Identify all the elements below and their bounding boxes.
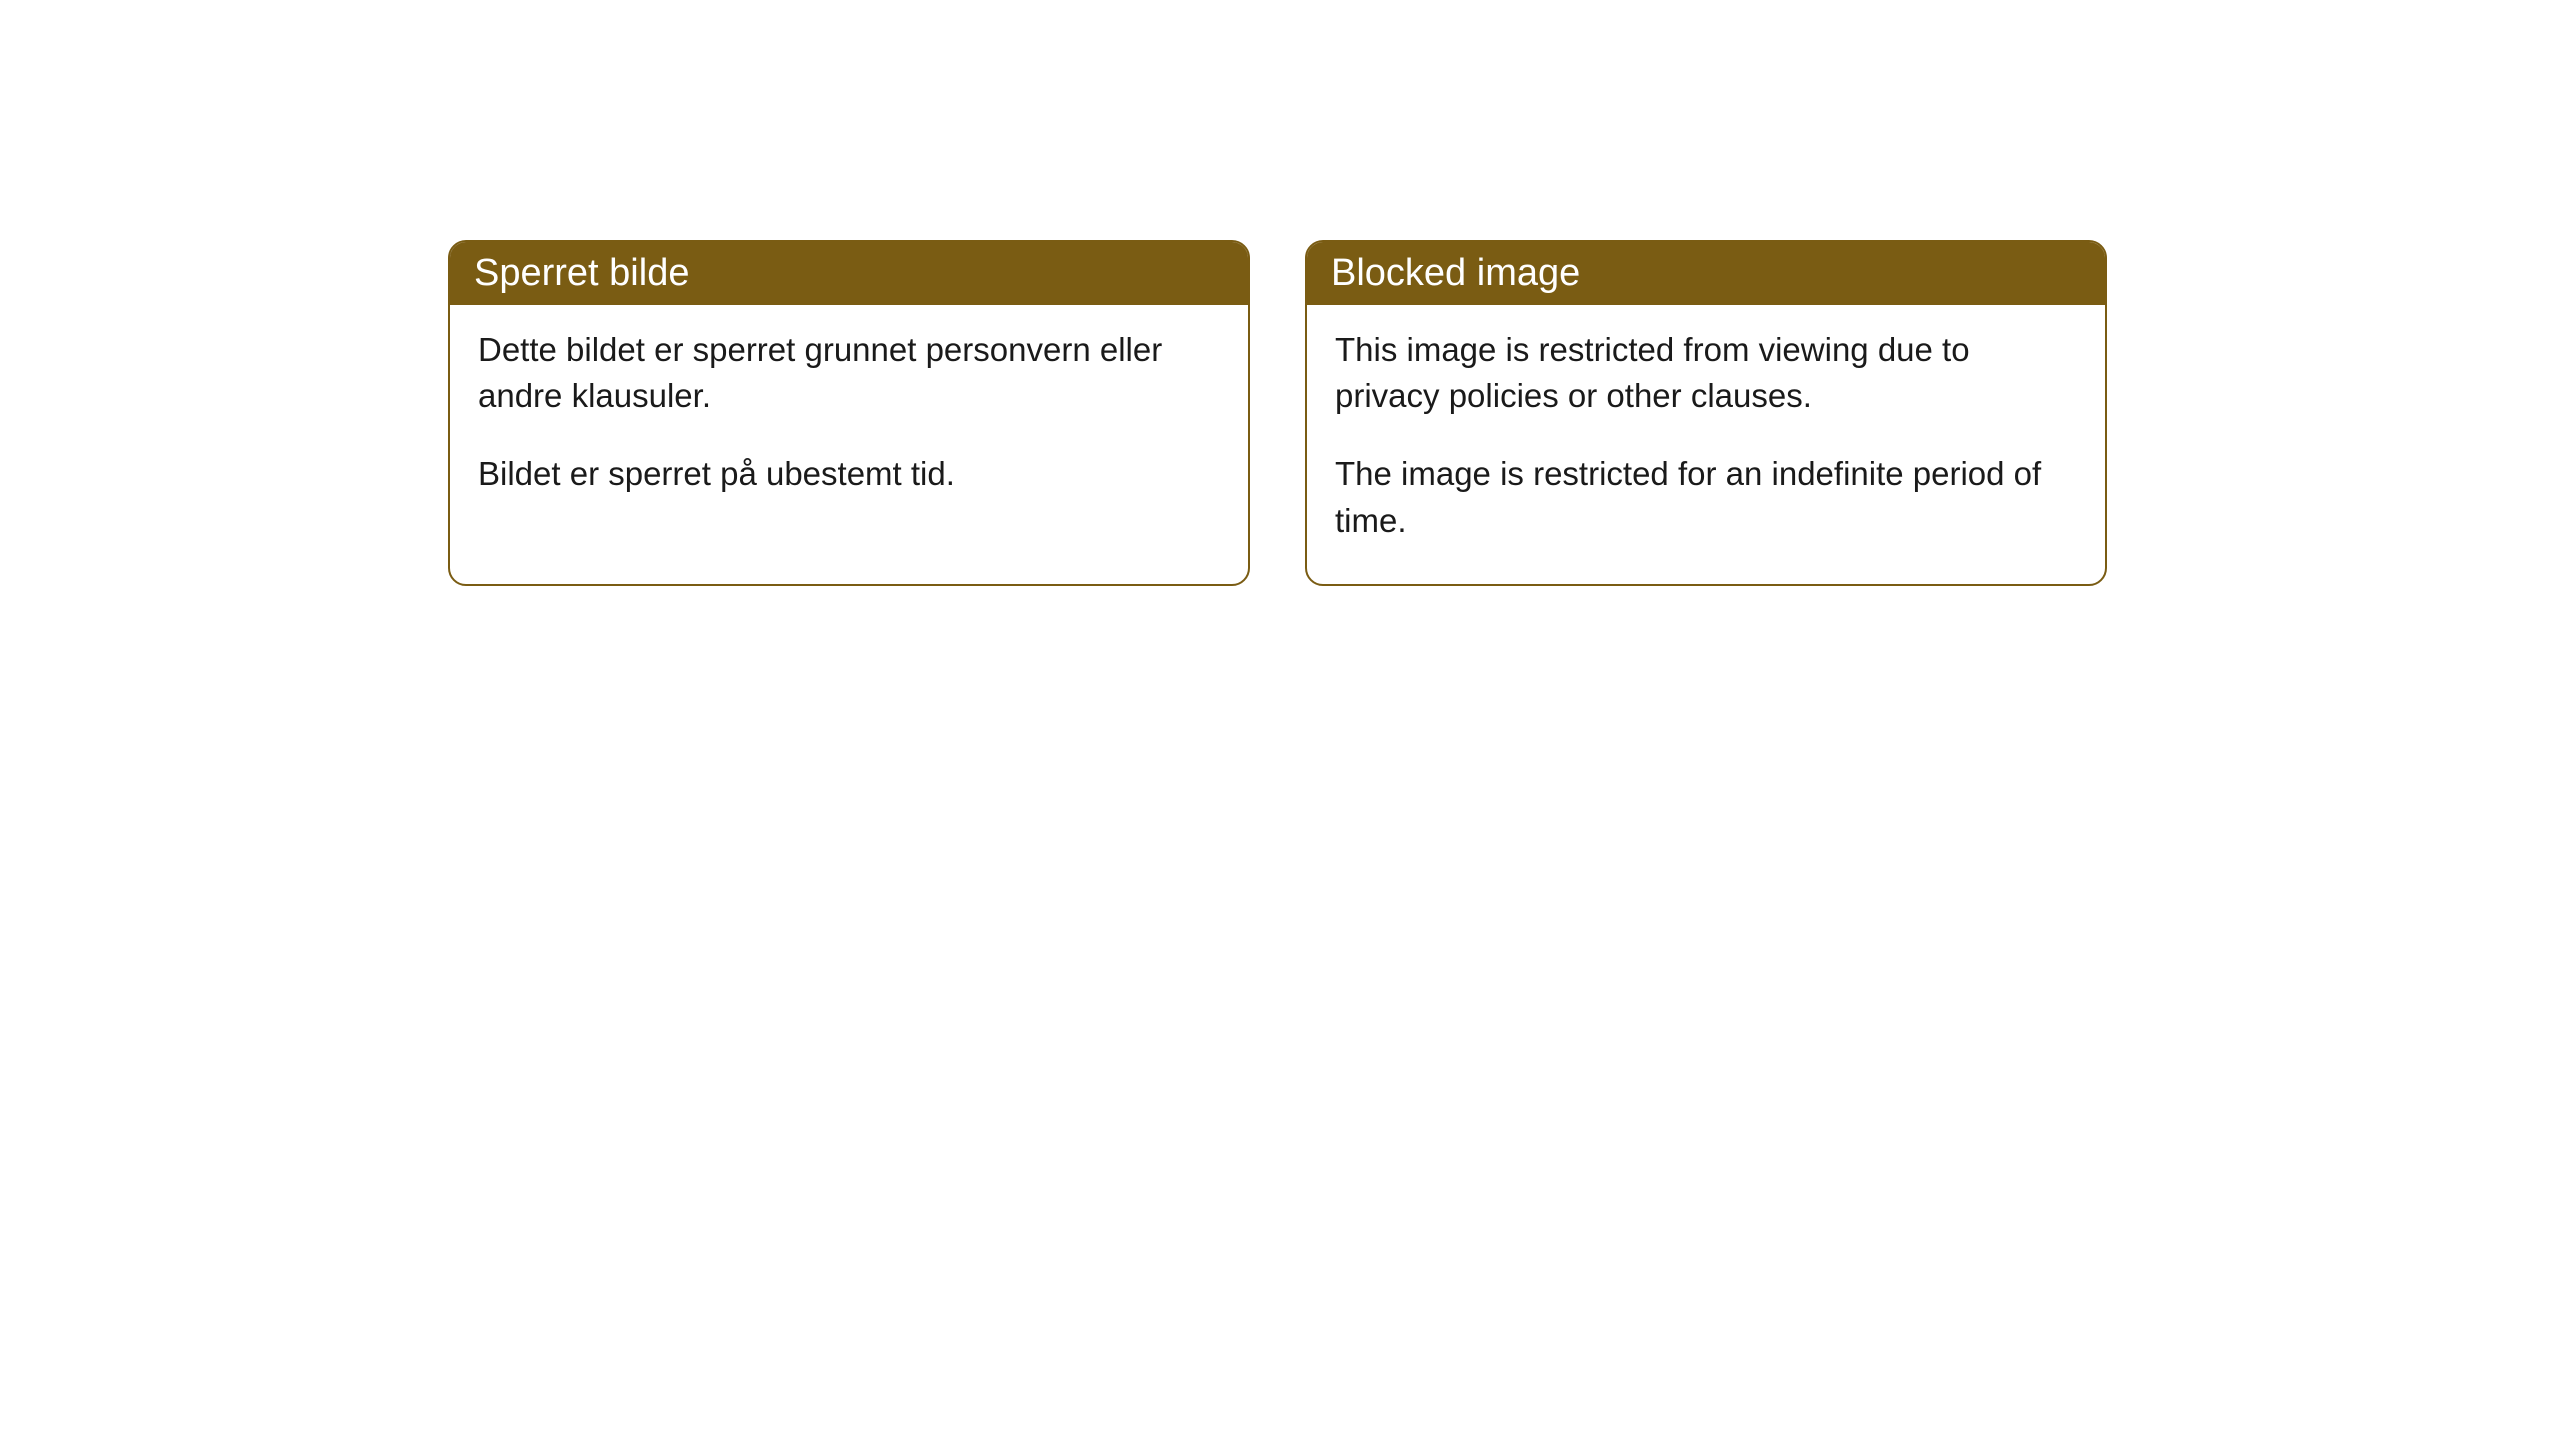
blocked-image-card-norwegian: Sperret bilde Dette bildet er sperret gr… <box>448 240 1250 586</box>
card-header: Sperret bilde <box>450 242 1248 305</box>
notice-cards-container: Sperret bilde Dette bildet er sperret gr… <box>448 240 2107 586</box>
card-paragraph: Bildet er sperret på ubestemt tid. <box>478 451 1220 497</box>
blocked-image-card-english: Blocked image This image is restricted f… <box>1305 240 2107 586</box>
card-title: Sperret bilde <box>474 252 689 294</box>
card-body: This image is restricted from viewing du… <box>1307 305 2105 584</box>
card-header: Blocked image <box>1307 242 2105 305</box>
card-paragraph: The image is restricted for an indefinit… <box>1335 451 2077 543</box>
card-title: Blocked image <box>1331 252 1580 294</box>
card-body: Dette bildet er sperret grunnet personve… <box>450 305 1248 538</box>
card-paragraph: Dette bildet er sperret grunnet personve… <box>478 327 1220 419</box>
card-paragraph: This image is restricted from viewing du… <box>1335 327 2077 419</box>
